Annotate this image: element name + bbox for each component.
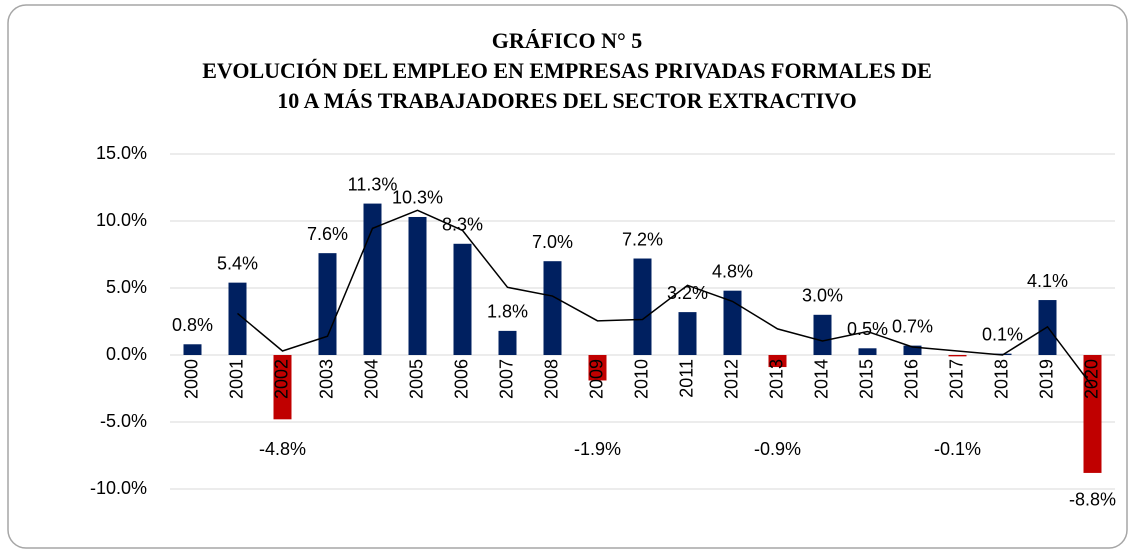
value-label: 11.3% <box>348 174 398 194</box>
x-tick-label: 2000 <box>181 359 201 399</box>
value-label: 0.8% <box>172 315 213 335</box>
bar <box>588 355 607 381</box>
chart-title: GRÁFICO N° 5 <box>492 28 643 53</box>
bar <box>543 261 562 355</box>
y-tick-label: -5.0% <box>100 411 147 431</box>
x-tick-label: 2020 <box>1081 359 1101 399</box>
bar <box>228 282 247 355</box>
chart-title: 10 A MÁS TRABAJADORES DEL SECTOR EXTRACT… <box>277 88 856 113</box>
value-label: 4.1% <box>1027 271 1068 291</box>
value-label: -4.8% <box>259 439 306 459</box>
x-tick-label: 2010 <box>631 359 651 399</box>
value-label: 7.0% <box>532 232 573 252</box>
x-tick-label: 2014 <box>811 359 831 399</box>
x-tick-label: 2006 <box>451 359 471 399</box>
y-tick-label: 15.0% <box>96 143 147 163</box>
x-tick-label: 2007 <box>496 359 516 399</box>
trend-line <box>237 209 1094 387</box>
bar <box>183 344 202 355</box>
x-tick-label: 2003 <box>316 359 336 399</box>
y-tick-label: -10.0% <box>90 478 147 498</box>
x-tick-label: 2015 <box>856 359 876 399</box>
value-label: 1.8% <box>487 302 528 322</box>
value-label: 3.2% <box>667 283 708 303</box>
value-label: 4.8% <box>712 261 753 281</box>
value-label: 5.4% <box>217 253 258 273</box>
bar <box>408 216 427 355</box>
bar <box>633 258 652 355</box>
x-tick-label: 2018 <box>991 359 1011 399</box>
value-label: -8.8% <box>1069 490 1116 510</box>
x-tick-label: 2005 <box>406 359 426 399</box>
value-label: 7.2% <box>622 229 663 249</box>
value-label: 0.1% <box>982 324 1023 344</box>
bar <box>363 203 382 355</box>
value-label: -1.9% <box>574 439 621 459</box>
x-tick-label: 2004 <box>361 359 381 399</box>
x-tick-label: 2019 <box>1036 359 1056 399</box>
bar <box>903 345 922 355</box>
value-label: -0.9% <box>754 439 801 459</box>
value-label: 10.3% <box>392 188 443 208</box>
value-label: 8.3% <box>442 215 483 235</box>
y-tick-label: 5.0% <box>106 277 147 297</box>
bar <box>813 314 832 355</box>
x-tick-label: 2002 <box>271 359 291 399</box>
bar <box>678 312 697 355</box>
value-label: -0.1% <box>934 439 981 459</box>
x-tick-label: 2009 <box>586 359 606 399</box>
x-tick-label: 2008 <box>541 359 561 399</box>
bar <box>948 355 967 357</box>
y-tick-label: 10.0% <box>96 210 147 230</box>
bar <box>318 253 337 355</box>
chart-title: EVOLUCIÓN DEL EMPLEO EN EMPRESAS PRIVADA… <box>202 58 932 83</box>
x-tick-label: 2017 <box>946 359 966 399</box>
value-label: 3.0% <box>802 286 843 306</box>
bar <box>1083 355 1102 473</box>
value-label: 0.7% <box>892 316 933 336</box>
bar <box>768 355 787 368</box>
bar <box>453 243 472 355</box>
y-tick-label: 0.0% <box>106 344 147 364</box>
x-tick-label: 2012 <box>721 359 741 399</box>
x-tick-label: 2016 <box>901 359 921 399</box>
x-tick-label: 2011 <box>676 359 696 398</box>
bar <box>858 348 877 355</box>
value-label: 7.6% <box>307 224 348 244</box>
x-tick-label: 2013 <box>766 359 786 399</box>
x-tick-label: 2001 <box>226 359 246 399</box>
bar <box>723 290 742 355</box>
chart-frame <box>7 4 1128 549</box>
bar <box>273 355 292 420</box>
bar <box>498 330 517 355</box>
